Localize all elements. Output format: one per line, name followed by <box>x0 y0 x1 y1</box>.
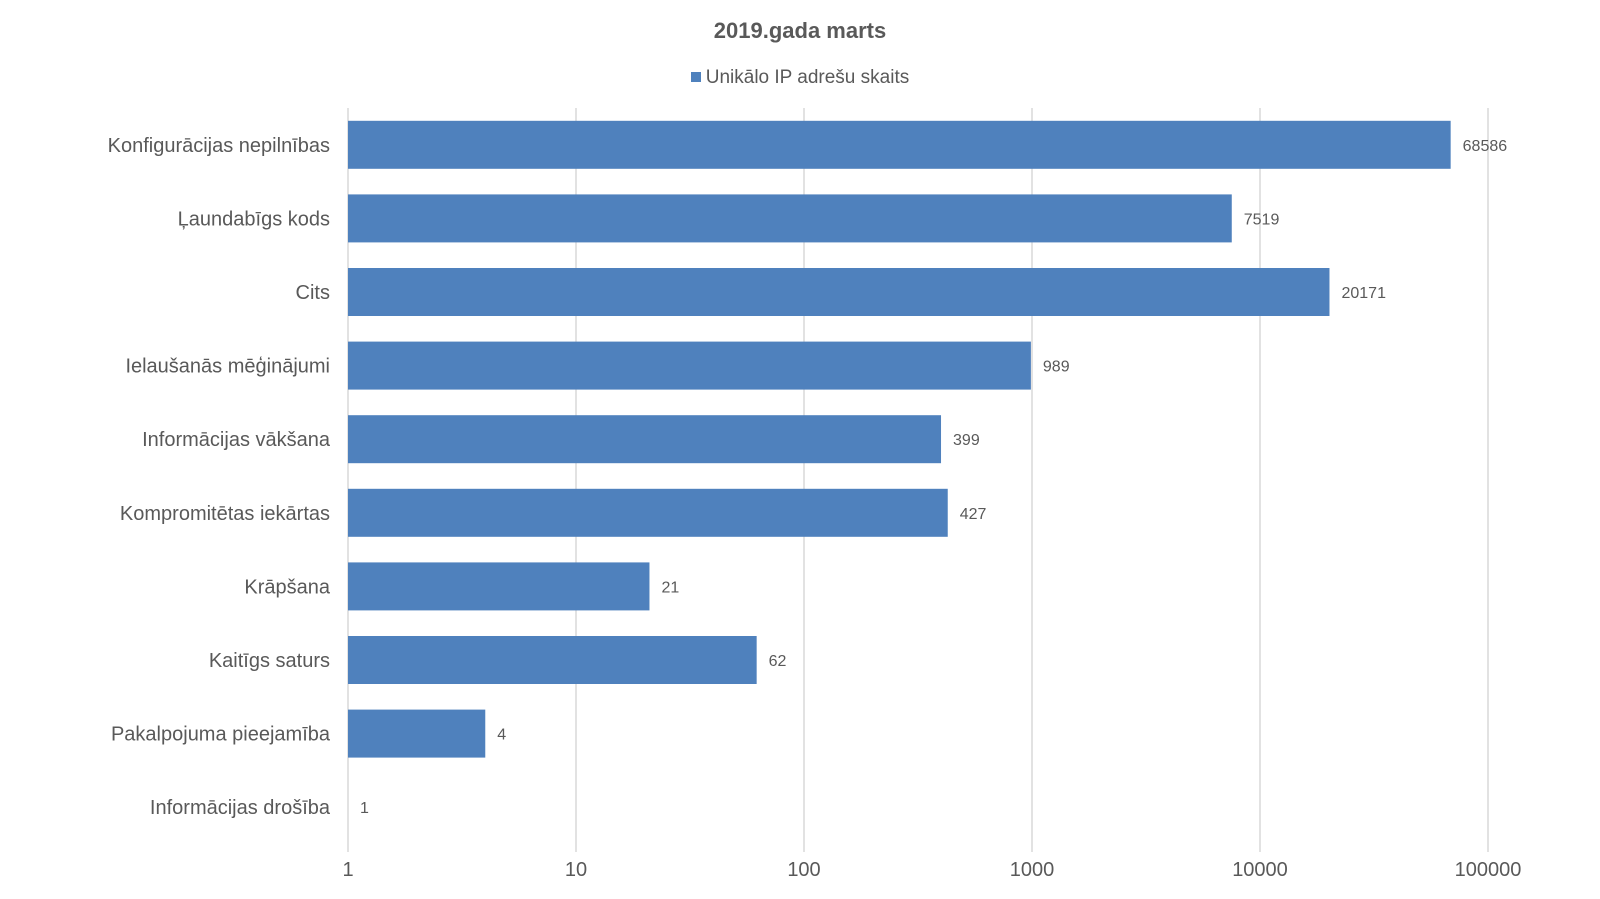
category-label: Konfigurācijas nepilnības <box>108 135 330 157</box>
data-label: 62 <box>769 653 787 670</box>
labels: 1 10 100 1000 10000 100000 Konfigurācijas nepi… <box>108 135 1522 881</box>
category-label: Ielaušanās mēģinājumi <box>125 356 330 378</box>
data-label: 427 <box>960 506 987 523</box>
data-label: 399 <box>953 432 980 449</box>
legend: Unikālo IP adrešu skaits <box>0 67 1600 89</box>
bars <box>348 120 1451 758</box>
data-label: 1 <box>360 800 369 817</box>
bar <box>348 488 948 537</box>
data-label: 20171 <box>1341 285 1386 302</box>
bar <box>348 120 1451 169</box>
x-tick-label: 100 <box>787 859 820 881</box>
legend-label: Unikālo IP adrešu skaits <box>705 67 910 88</box>
chart-title: 2019.gada marts <box>713 18 887 43</box>
category-label: Krāpšana <box>244 576 330 598</box>
data-label: 989 <box>1043 359 1070 376</box>
category-label: Pakalpojuma pieejamība <box>111 724 331 746</box>
x-tick-label: 100000 <box>1455 859 1522 881</box>
x-tick-label: 10000 <box>1232 859 1288 881</box>
bar <box>348 636 757 684</box>
data-label: 21 <box>661 579 679 596</box>
data-label: 4 <box>497 727 506 744</box>
category-label: Informācijas vākšana <box>142 429 331 451</box>
x-tick-label: 10 <box>565 859 587 881</box>
category-label: Kompromitētas iekārtas <box>120 503 330 525</box>
category-label: Cits <box>296 282 330 304</box>
bar <box>348 268 1330 316</box>
data-label: 7519 <box>1244 211 1280 228</box>
data-label: 68586 <box>1463 138 1508 155</box>
bar <box>348 415 942 464</box>
category-label: Ļaundabīgs kods <box>178 208 330 230</box>
x-tick-label: 1000 <box>1010 859 1055 881</box>
category-label: Informācijas drošība <box>150 797 331 819</box>
category-label: Kaitīgs saturs <box>209 650 330 672</box>
bar <box>348 194 1232 243</box>
x-tick-label: 1 <box>342 859 353 881</box>
bar <box>348 341 1031 390</box>
bar <box>348 709 486 758</box>
bar <box>348 562 650 611</box>
legend-swatch <box>690 72 701 82</box>
